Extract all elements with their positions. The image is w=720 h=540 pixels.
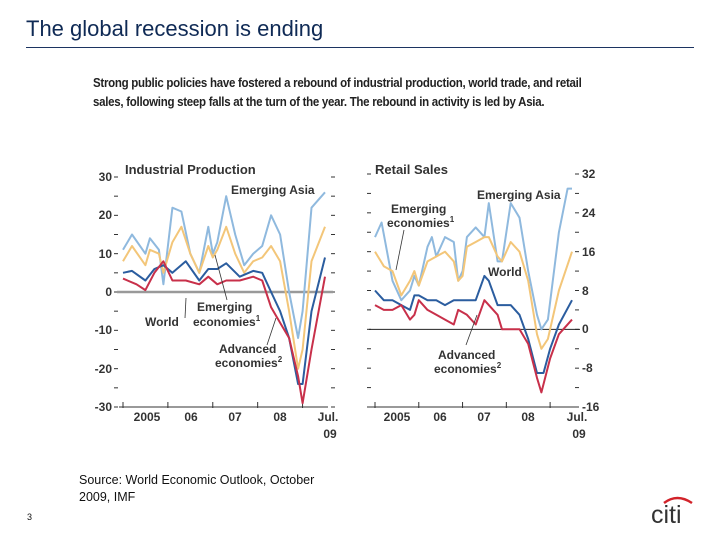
ip-label-advanced-economies: Advanced xyxy=(219,342,276,356)
ip-xtick: 09 xyxy=(323,427,337,441)
source-line: Source: World Economic Outlook, October xyxy=(79,473,315,487)
chart-intro-text: Strong public policies have fostered a r… xyxy=(93,76,582,109)
ip-xtick: 2005 xyxy=(134,410,161,424)
rs-ytick: 24 xyxy=(582,206,596,220)
rs-ytick: -16 xyxy=(582,400,600,414)
rs-label-emerging-economies: economies1 xyxy=(387,215,455,230)
ip-label-emerging-economies: Emerging xyxy=(197,300,252,314)
citi-logo: citi xyxy=(651,496,693,526)
retail-sales-chart: Retail Sales 32 24 16 8 0 -8 -16 2005 06… xyxy=(367,162,600,441)
ip-leader-line-world xyxy=(184,297,187,319)
rs-ytick: 16 xyxy=(582,245,596,259)
rs-xtick: Jul. xyxy=(567,410,588,424)
ip-ytick: -20 xyxy=(95,362,113,376)
rs-label-advanced-economies: Advanced xyxy=(438,348,495,362)
ip-ytick: -10 xyxy=(95,323,113,337)
ip-ytick: -30 xyxy=(95,400,113,414)
rs-ytick: 8 xyxy=(582,284,589,298)
ip-ytick: 20 xyxy=(99,208,113,222)
ip-leader-line-emerging xyxy=(214,254,228,301)
page-number: 3 xyxy=(27,512,33,522)
rs-xtick: 08 xyxy=(521,410,535,424)
source-line: 2009, IMF xyxy=(79,490,136,504)
rs-ytick: -8 xyxy=(582,361,593,375)
ip-label-advanced-economies: economies2 xyxy=(215,355,283,370)
ip-label-emerging-economies: economies1 xyxy=(193,314,261,329)
rs-ytick: 32 xyxy=(582,167,596,181)
rs-label-world: World xyxy=(488,265,522,279)
ip-xtick: Jul. xyxy=(318,410,339,424)
ip-ytick: 10 xyxy=(99,247,113,261)
rs-label-advanced-economies: economies2 xyxy=(434,361,502,376)
rs-label-emerging-asia: Emerging Asia xyxy=(477,188,561,202)
ip-xtick: 07 xyxy=(228,410,242,424)
rs-chart-title: Retail Sales xyxy=(375,162,448,177)
source-note: Source: World Economic Outlook, October … xyxy=(79,472,369,506)
ip-ytick: 30 xyxy=(99,170,113,184)
ip-ytick: 0 xyxy=(105,285,112,299)
rs-series-advanced-economies xyxy=(374,299,573,394)
rs-leader-line-emerging xyxy=(395,229,405,271)
rs-series-emerging-economies xyxy=(374,236,573,350)
logo-arc-icon xyxy=(663,496,693,505)
rs-xtick: 2005 xyxy=(384,410,411,424)
rs-series-emerging-asia xyxy=(374,187,572,331)
rs-label-emerging-economies: Emerging xyxy=(391,202,446,216)
ip-label-world: World xyxy=(145,315,179,329)
title-divider xyxy=(26,47,694,48)
ip-chart-title: Industrial Production xyxy=(125,162,256,177)
rs-leader-line-advanced xyxy=(465,314,478,346)
logo-text: citi xyxy=(651,501,682,526)
rs-xtick: 09 xyxy=(572,427,586,441)
rs-ytick: 0 xyxy=(582,322,589,336)
ip-xtick: 06 xyxy=(184,410,198,424)
ip-series-emerging-asia xyxy=(122,191,326,339)
slide-title: The global recession is ending xyxy=(26,16,324,41)
industrial-production-chart: Industrial Production 30 20 10 0 -10 -20… xyxy=(95,162,339,441)
ip-series-advanced-economies xyxy=(122,260,326,405)
rs-xtick: 06 xyxy=(433,410,447,424)
ip-xtick: 08 xyxy=(273,410,287,424)
ip-leader-line-advanced xyxy=(266,317,277,346)
ip-series-emerging-economies xyxy=(122,225,326,370)
rs-series-world xyxy=(374,274,573,374)
ip-label-emerging-asia: Emerging Asia xyxy=(231,183,315,197)
rs-xtick: 07 xyxy=(477,410,491,424)
